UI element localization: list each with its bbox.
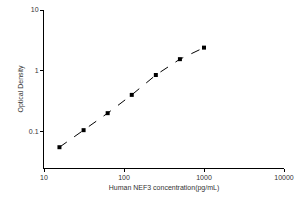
svg-text:Optical Density: Optical Density: [17, 65, 25, 113]
svg-text:0.1: 0.1: [29, 128, 39, 135]
svg-text:10: 10: [40, 174, 48, 181]
svg-text:Human NEF3 concentration(pg/mL: Human NEF3 concentration(pg/mL): [109, 184, 220, 192]
svg-text:10000: 10000: [274, 174, 294, 181]
svg-text:10: 10: [31, 6, 39, 13]
svg-text:100: 100: [118, 174, 130, 181]
svg-text:1: 1: [35, 67, 39, 74]
svg-text:1000: 1000: [196, 174, 212, 181]
